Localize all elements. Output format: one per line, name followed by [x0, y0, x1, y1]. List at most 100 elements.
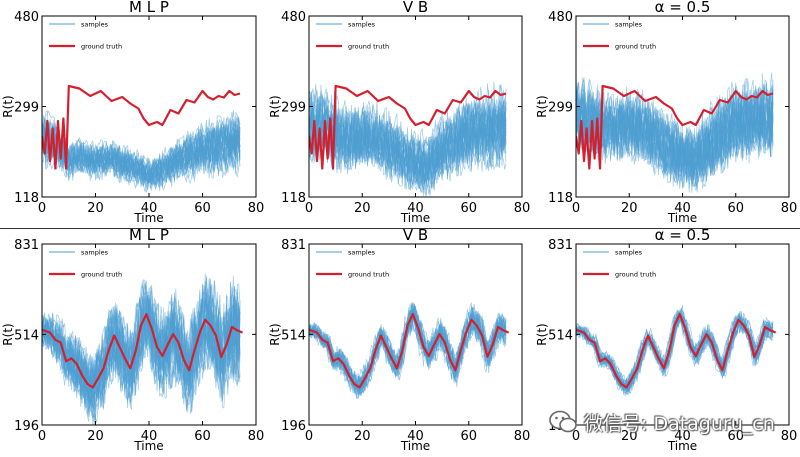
legend-ground-truth-label: ground truth [348, 43, 389, 51]
y-tick-label: 299 [548, 101, 573, 116]
y-axis-label: R(t) [535, 323, 549, 345]
y-axis-label: R(t) [1, 323, 15, 345]
legend-ground-truth-label: ground truth [615, 43, 656, 51]
x-tick-label: 20 [87, 429, 104, 444]
legend-samples-label: samples [81, 21, 109, 29]
ground-truth-line [309, 84, 507, 170]
x-tick-label: 20 [354, 429, 371, 444]
x-tick-label: 60 [460, 429, 477, 444]
x-tick-label: 60 [727, 201, 744, 216]
plot-area [309, 244, 522, 425]
x-tick-label: 60 [727, 429, 744, 444]
x-tick-label: 40 [407, 201, 424, 216]
plot-content [42, 273, 244, 425]
x-tick-label: 20 [354, 201, 371, 216]
y-tick-label: 299 [14, 101, 39, 116]
y-tick-label: 299 [281, 101, 306, 116]
y-axis-label: R(t) [535, 95, 549, 117]
ground-truth-line [576, 313, 777, 389]
y-tick-label: 514 [281, 328, 306, 343]
sample-line [576, 312, 774, 394]
y-tick-label: 514 [14, 328, 39, 343]
chart-title: α = 0.5 [655, 226, 711, 244]
y-tick-label: 196 [281, 419, 306, 434]
x-tick-label: 80 [248, 429, 265, 444]
sample-line [576, 96, 774, 193]
y-tick-label: 118 [548, 191, 573, 206]
x-tick-label: 80 [781, 201, 798, 216]
chart-panel: 0 20 40 60 80 118 299 480 V B Time R(t) samples grou… [268, 0, 530, 225]
plot-content [576, 305, 777, 396]
legend-ground-truth-label: ground truth [348, 271, 389, 279]
ground-truth-line [42, 84, 241, 170]
x-tick-label: 40 [674, 429, 691, 444]
sample-line [309, 115, 507, 196]
chart-panel: 0 20 40 60 80 118 299 480 M L P Time R(t) samples gr… [1, 0, 264, 225]
chart-panel: 0 20 40 60 80 196 514 831 M L P Time R(t) samples gr… [1, 226, 264, 453]
legend-samples-label: samples [348, 249, 376, 257]
sample-line [309, 112, 507, 197]
sample-line [576, 96, 774, 182]
legend-ground-truth-label: ground truth [81, 43, 122, 51]
y-axis-label: R(t) [1, 95, 15, 117]
x-tick-label: 80 [514, 429, 531, 444]
y-tick-label: 480 [281, 10, 306, 25]
x-axis-label: Time [400, 211, 430, 225]
sample-line [42, 279, 241, 399]
legend-samples-label: samples [615, 249, 643, 257]
sample-line [309, 91, 507, 178]
x-axis-label: Time [667, 439, 697, 453]
x-tick-label: 20 [87, 201, 104, 216]
y-tick-label: 118 [14, 191, 39, 206]
chart-panel: 0 20 40 60 80 196 514 831 V B Time R(t) samples grou… [268, 226, 530, 453]
y-tick-label: 480 [548, 10, 573, 25]
x-axis-label: Time [667, 211, 697, 225]
y-tick-label: 831 [281, 238, 306, 253]
y-tick-label: 831 [548, 238, 573, 253]
sample-line [42, 132, 241, 190]
y-tick-label: 196 [14, 419, 39, 434]
sample-line [42, 129, 241, 189]
legend-samples-label: samples [348, 21, 376, 29]
row-divider [0, 228, 800, 229]
ground-truth-line [42, 313, 244, 389]
chart-panel: 020406080196514831α = 0.5TimeR(t)samples… [535, 226, 797, 453]
y-tick-label: 831 [14, 238, 39, 253]
plot-content [309, 301, 510, 399]
x-tick-label: 80 [514, 201, 531, 216]
ground-truth-line [309, 313, 510, 389]
legend-ground-truth-label: ground truth [615, 271, 656, 279]
chart-title: V B [403, 0, 428, 16]
chart-title: M L P [129, 0, 169, 16]
x-tick-label: 60 [194, 201, 211, 216]
plot-content [309, 81, 507, 197]
x-tick-label: 60 [460, 201, 477, 216]
x-axis-label: Time [133, 211, 163, 225]
x-tick-label: 0 [572, 429, 580, 444]
x-tick-label: 80 [781, 429, 798, 444]
y-axis-label: R(t) [268, 323, 282, 345]
legend-ground-truth-label: ground truth [81, 271, 122, 279]
chart-title: α = 0.5 [655, 0, 711, 16]
y-axis-label: R(t) [268, 95, 282, 117]
chart-title: M L P [129, 226, 169, 244]
x-tick-label: 0 [38, 201, 46, 216]
watermark: 微信号: Dataguru_cn [548, 404, 796, 440]
x-tick-label: 60 [194, 429, 211, 444]
x-tick-label: 40 [141, 429, 158, 444]
plot-content [42, 84, 241, 193]
y-tick-label: 118 [281, 191, 306, 206]
sample-line [309, 97, 507, 182]
watermark-text: 微信号: Dataguru_cn [584, 412, 775, 435]
x-axis-label: Time [400, 439, 430, 453]
plot-content [576, 72, 774, 193]
y-tick-label: 514 [548, 328, 573, 343]
x-tick-label: 0 [305, 429, 313, 444]
y-tick-label: 480 [14, 10, 39, 25]
x-tick-label: 80 [248, 201, 265, 216]
x-tick-label: 0 [305, 201, 313, 216]
chart-panel: 0 20 40 60 80 118 299 480 α = 0.5 Time R(t) samples… [535, 0, 797, 225]
x-tick-label: 0 [572, 201, 580, 216]
legend-samples-label: samples [615, 21, 643, 29]
